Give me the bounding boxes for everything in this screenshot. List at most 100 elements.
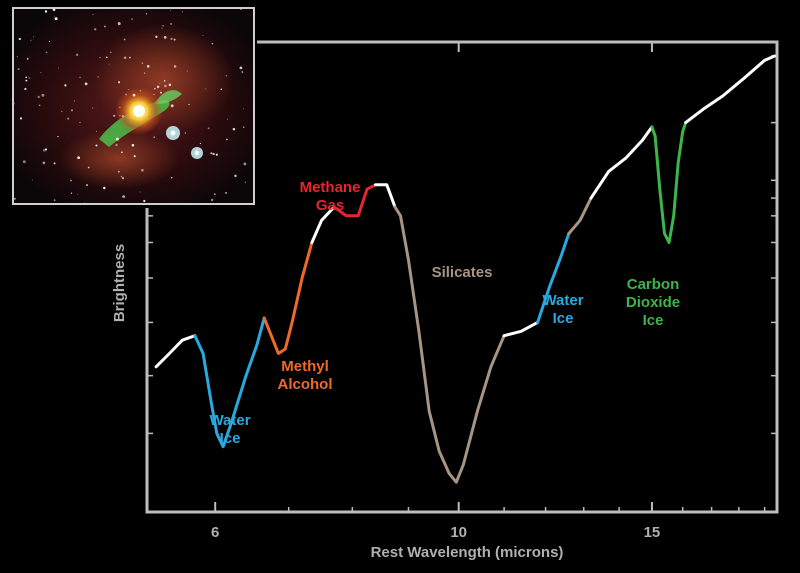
star <box>53 199 56 202</box>
star <box>153 94 155 96</box>
star <box>115 143 118 147</box>
star <box>103 25 106 28</box>
star <box>173 65 177 68</box>
star <box>160 91 162 94</box>
star <box>115 137 119 141</box>
star <box>41 93 45 97</box>
star <box>67 117 70 120</box>
spectrum-segment-methane-gas <box>332 183 378 218</box>
star <box>119 115 121 117</box>
star <box>45 51 48 54</box>
star <box>161 27 163 29</box>
star <box>129 56 131 59</box>
star <box>127 88 129 90</box>
star <box>113 114 116 117</box>
star <box>37 95 40 99</box>
star <box>58 67 59 69</box>
star <box>212 152 215 156</box>
star <box>170 104 174 108</box>
star <box>215 153 218 156</box>
star <box>103 186 106 190</box>
annotation-line: Water <box>542 292 583 309</box>
axes-frame <box>145 40 779 514</box>
annotation-carbon-dioxide-ice: Carbon Dioxide Ice <box>626 276 680 329</box>
star <box>53 162 56 165</box>
annotation-line: Ice <box>553 310 574 327</box>
annotation-line: Ice <box>643 312 664 329</box>
x-axis-label: Rest Wavelength (microns) <box>371 544 564 561</box>
x-tick-labels: 6 10 15 <box>211 524 660 541</box>
star <box>42 161 46 165</box>
star <box>61 110 63 113</box>
star <box>122 195 125 198</box>
star <box>106 56 108 59</box>
star <box>202 34 204 37</box>
star <box>154 87 156 90</box>
star <box>159 83 161 84</box>
annotation-line: Water <box>209 412 250 429</box>
inset-photo <box>14 9 253 203</box>
spectrum-segment-carbon-dioxide-ice <box>650 121 688 244</box>
star <box>141 168 144 172</box>
star <box>123 56 127 60</box>
star <box>144 72 146 74</box>
spectrum-segment-continuum <box>684 54 776 125</box>
annotation-line: Carbon <box>627 276 680 293</box>
star <box>153 136 156 139</box>
star <box>121 114 125 118</box>
star <box>244 181 247 183</box>
star <box>156 85 160 89</box>
annotation-line: Ice <box>220 430 241 447</box>
star <box>143 199 146 203</box>
star <box>70 192 73 194</box>
annotation-water-ice: Water Ice <box>209 412 250 447</box>
star <box>155 35 158 38</box>
annotation-line: Silicates <box>432 264 493 281</box>
star <box>139 191 141 193</box>
star <box>163 36 167 39</box>
star <box>242 108 244 110</box>
star <box>211 42 214 45</box>
star <box>91 107 93 109</box>
star <box>168 83 172 87</box>
star <box>232 127 236 131</box>
star <box>120 175 123 178</box>
star <box>121 177 125 180</box>
star <box>131 144 135 147</box>
star <box>118 170 120 173</box>
star <box>38 104 41 107</box>
star <box>210 198 214 202</box>
star <box>146 118 148 120</box>
star <box>18 37 21 41</box>
star <box>130 117 132 119</box>
star <box>28 77 30 79</box>
star <box>234 174 237 178</box>
star <box>92 13 94 15</box>
star <box>97 76 99 78</box>
spectrum-segment-water-ice <box>193 316 266 449</box>
star <box>226 138 228 141</box>
spectrum-segment-continuum <box>310 205 336 244</box>
star <box>53 15 55 17</box>
star <box>145 12 148 15</box>
star <box>52 9 56 11</box>
spectrum-segment-continuum <box>374 183 397 209</box>
star <box>173 38 176 41</box>
star <box>40 72 42 74</box>
star <box>243 126 245 128</box>
star <box>79 122 81 124</box>
star <box>54 17 58 21</box>
star <box>77 156 80 160</box>
star <box>84 82 88 86</box>
star <box>117 22 121 26</box>
star <box>44 10 48 13</box>
star <box>139 90 141 92</box>
star <box>162 24 164 27</box>
star <box>31 179 33 181</box>
star <box>220 88 223 91</box>
star <box>32 36 35 38</box>
nebula-inset-image <box>12 7 255 205</box>
star <box>123 38 126 41</box>
star <box>99 56 101 59</box>
